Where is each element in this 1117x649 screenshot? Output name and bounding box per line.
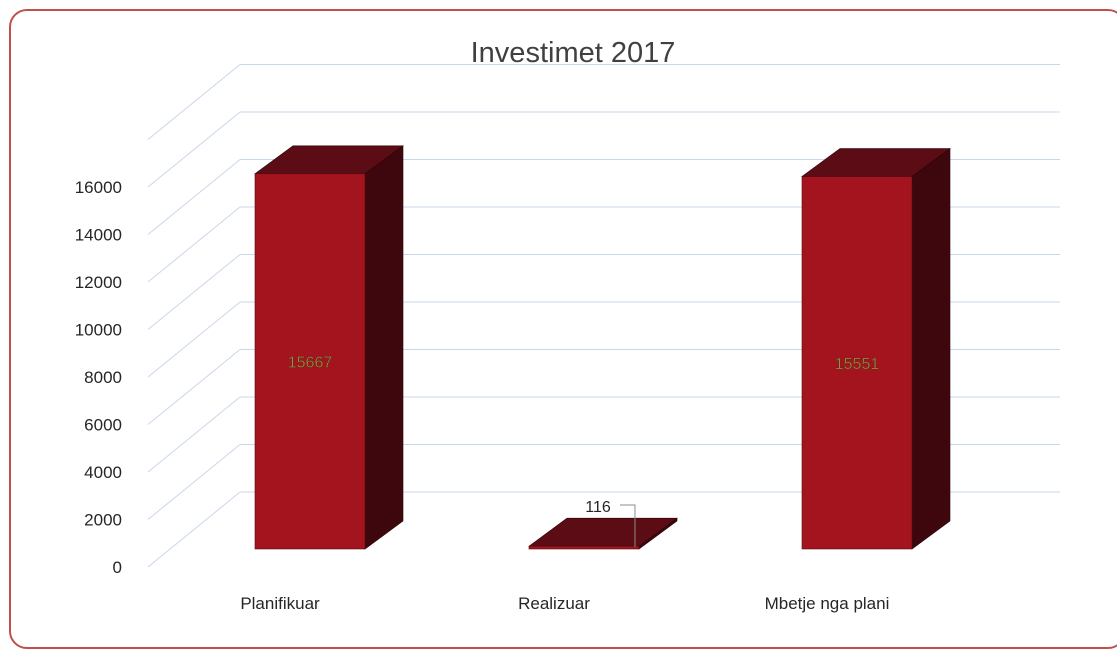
gridline-depth: [147, 254, 241, 330]
bar: [254, 173, 366, 550]
category-labels: Planifikuar Realizuar Mbetje nga plani: [240, 594, 889, 613]
y-axis-ticks: 0 2000 4000 6000 8000 10000 12000 14000 16000: [75, 178, 122, 577]
y-tick-label: 0: [113, 558, 122, 577]
bar: [801, 176, 913, 550]
bars: [254, 145, 951, 550]
bar-side: [911, 147, 951, 550]
y-tick-label: 8000: [84, 368, 122, 387]
gridline-depth: [147, 349, 241, 425]
y-tick-label: 14000: [75, 226, 122, 245]
y-tick-label: 2000: [84, 511, 122, 530]
gridline-depth: [147, 491, 241, 568]
data-label: 116: [585, 499, 611, 516]
category-label: Mbetje nga plani: [765, 594, 890, 613]
category-label: Realizuar: [518, 594, 590, 613]
y-tick-label: 10000: [75, 321, 122, 340]
y-tick-label: 12000: [75, 273, 122, 292]
gridline-depth: [147, 444, 241, 520]
gridline-depth: [147, 396, 241, 473]
bar-side: [364, 145, 404, 550]
y-tick-label: 6000: [84, 416, 122, 435]
data-label: 15667: [288, 354, 333, 371]
y-tick-label: 4000: [84, 463, 122, 482]
bar-top: [528, 517, 678, 547]
category-label: Planifikuar: [240, 594, 320, 613]
gridline-depth: [147, 111, 241, 188]
bar: [528, 545, 640, 550]
chart-title: Investimet 2017: [471, 37, 676, 69]
gridline-depth: [147, 301, 241, 378]
chart-canvas: Investimet 2017 0 2000 4000 6000 8000 10000 12…: [75, 37, 1060, 613]
gridline-depth: [147, 159, 241, 235]
gridline-depth: [147, 64, 241, 140]
data-label: 15551: [835, 356, 880, 373]
gridline-depth: [147, 206, 241, 283]
data-labels: 15667 116 15551: [288, 354, 880, 547]
data-label-leader: [620, 504, 636, 547]
y-tick-label: 16000: [75, 178, 122, 197]
